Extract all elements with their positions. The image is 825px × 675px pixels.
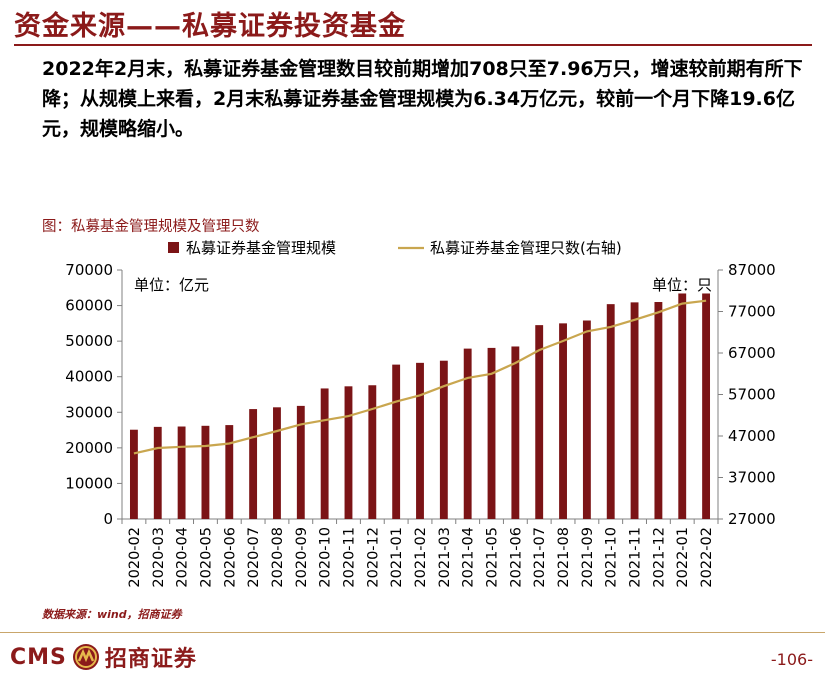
- x-tick-label: 2021-11: [628, 527, 644, 588]
- right-tick-label: 87000: [728, 261, 776, 279]
- bar-2020-09: [296, 405, 305, 519]
- x-tick-label: 2021-10: [604, 527, 620, 588]
- left-tick-label: 50000: [65, 332, 113, 350]
- brand-name-text: 招商证券: [104, 647, 197, 672]
- x-tick-label: 2020-09: [294, 527, 310, 588]
- x-tick-label: 2021-12: [651, 527, 667, 588]
- x-tick-label: 2020-02: [127, 527, 143, 588]
- x-tick-label: 2020-06: [222, 527, 238, 588]
- data-source: 数据来源：wind，招商证券: [42, 608, 182, 621]
- bar-2020-02: [129, 429, 138, 519]
- x-tick-label: 2021-08: [556, 527, 572, 588]
- x-tick-label: 2020-10: [318, 527, 334, 588]
- bar-2022-02: [702, 293, 711, 519]
- page-number: -106-: [770, 650, 813, 669]
- footer-divider: [0, 632, 825, 633]
- bar-2021-07: [535, 325, 544, 519]
- fund-scale-chart: 0 10000 20000 30000 40000 50000 60000 70000 2700…: [65, 239, 776, 588]
- line-fund-count: [133, 299, 707, 455]
- x-tick-label: 2020-11: [341, 527, 357, 588]
- bar-2020-08: [273, 407, 281, 519]
- bar-2020-11: [344, 386, 353, 519]
- right-tick-label: 27000: [728, 510, 776, 528]
- x-tick-label: 2021-07: [532, 527, 548, 588]
- brand-logo: CMS 招商证券: [10, 640, 197, 674]
- bar-2021-12: [654, 302, 663, 519]
- x-tick-label: 2020-08: [270, 527, 286, 588]
- bar-2020-03: [153, 426, 162, 519]
- x-tick-label: 2021-03: [437, 527, 453, 588]
- left-tick-label: 30000: [65, 403, 113, 421]
- x-tick-label: 2021-01: [389, 527, 405, 588]
- left-tick-label: 0: [103, 510, 113, 528]
- title-divider: [14, 44, 812, 46]
- left-tick-label: 40000: [65, 368, 113, 386]
- x-tick-label: 2020-04: [175, 527, 191, 588]
- x-tick-label: 2020-12: [365, 527, 381, 588]
- legend-bar-swatch: [168, 242, 179, 253]
- legend-line-label: 私募证券基金管理只数(右轴): [430, 239, 622, 257]
- bar-2021-03: [439, 360, 448, 519]
- bar-2020-07: [249, 409, 258, 519]
- brand-cms-text: CMS: [10, 644, 67, 670]
- left-tick-label: 60000: [65, 297, 113, 315]
- bar-2021-06: [511, 346, 520, 519]
- bar-2020-10: [320, 388, 329, 519]
- left-tick-label: 10000: [65, 474, 113, 492]
- summary-text: 2022年2月末，私募证券基金管理数目较前期增加708只至7.96万只，增速较前…: [42, 58, 803, 140]
- right-unit-label: 单位：只: [652, 276, 712, 294]
- bar-2020-12: [368, 385, 377, 519]
- bar-2021-04: [463, 348, 472, 519]
- bar-2021-05: [487, 347, 496, 519]
- bar-2021-01: [392, 364, 401, 519]
- legend-bar-label: 私募证券基金管理规模: [186, 239, 336, 257]
- x-tick-label: 2021-04: [461, 527, 477, 588]
- left-tick-label: 70000: [65, 261, 113, 279]
- left-tick-label: 20000: [65, 439, 113, 457]
- x-tick-label: 2022-02: [699, 527, 715, 588]
- right-tick-label: 57000: [728, 386, 776, 404]
- left-unit-label: 单位：亿元: [134, 276, 209, 294]
- x-tick-label: 2021-06: [508, 527, 524, 588]
- x-tick-label: 2020-03: [151, 527, 167, 588]
- x-tick-label: 2022-01: [675, 527, 691, 588]
- bar-2020-05: [201, 425, 210, 519]
- bar-2020-04: [177, 426, 186, 519]
- figure-caption: 图：私募基金管理规模及管理只数: [42, 219, 260, 235]
- x-tick-label: 2020-07: [246, 527, 262, 588]
- bar-2022-01: [678, 293, 687, 519]
- x-tick-label: 2021-02: [413, 527, 429, 588]
- right-tick-label: 67000: [728, 344, 776, 362]
- bar-2021-11: [630, 302, 639, 519]
- bar-2020-06: [225, 425, 234, 519]
- x-tick-label: 2020-05: [198, 527, 214, 588]
- right-tick-label: 37000: [728, 469, 776, 487]
- slide-title: 资金来源——私募证券投资基金: [14, 11, 406, 42]
- bar-2021-10: [606, 304, 615, 519]
- x-tick-label: 2021-09: [580, 527, 596, 588]
- bar-2021-02: [416, 362, 424, 519]
- right-tick-label: 77000: [728, 303, 776, 321]
- bar-2021-08: [559, 323, 567, 519]
- bar-2021-09: [582, 320, 591, 519]
- right-tick-label: 47000: [728, 427, 776, 445]
- x-tick-label: 2021-05: [485, 527, 501, 588]
- cms-emblem-icon: [72, 644, 99, 670]
